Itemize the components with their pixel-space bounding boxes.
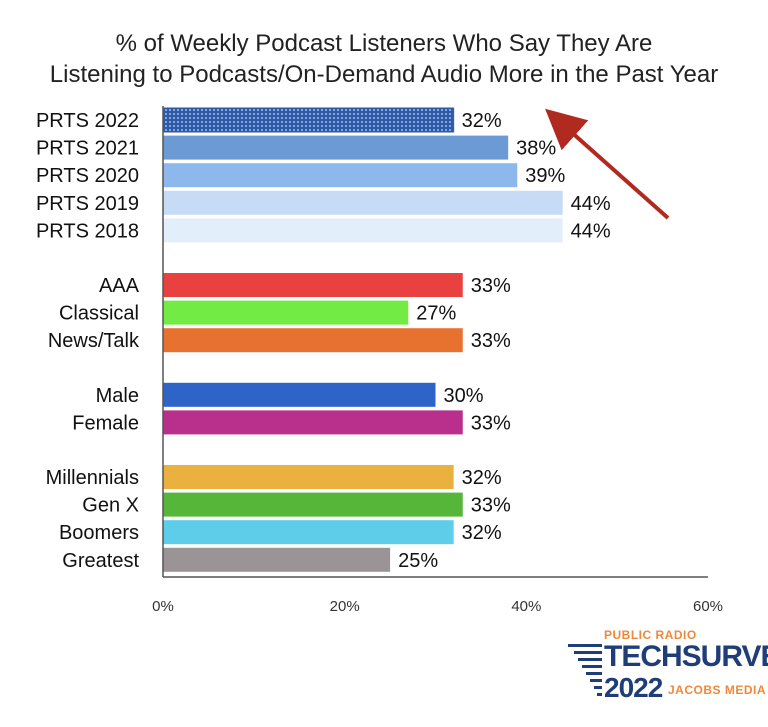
category-label-millennials: Millennials [46,467,139,489]
bar-boomers [163,520,454,545]
bar-prts-2018 [163,218,563,243]
x-tick-label-20: 20% [330,598,360,615]
logo-line-1: PUBLIC RADIO [604,628,697,642]
category-label-prts-2022: PRTS 2022 [36,110,139,132]
bar-classical [163,300,409,325]
value-label-prts-2022: 32% [462,110,502,132]
bars-layer: PRTS 2022 32% PRTS 2021 38% PRTS 2020 39% PRTS… [36,107,611,572]
x-tick-label-0: 0% [152,598,174,615]
bar-greatest [163,547,391,572]
value-label-greatest: 25% [398,550,438,572]
value-label-prts-2018: 44% [571,220,611,242]
value-label-gen-x: 33% [471,495,511,517]
category-label-boomers: Boomers [59,522,139,544]
bar-male [163,382,436,407]
bar-news-talk [163,328,463,353]
category-label-prts-2021: PRTS 2021 [36,138,139,160]
x-tick-label-40: 40% [511,598,541,615]
bar-aaa [163,273,463,297]
chart-title-line-1: % of Weekly Podcast Listeners Who Say Th… [115,30,653,57]
value-label-millennials: 32% [462,467,502,489]
value-label-news-talk: 33% [471,330,511,352]
category-label-classical: Classical [59,303,139,325]
category-label-gen-x: Gen X [82,495,139,517]
bar-prts-2019 [163,190,563,215]
value-label-classical: 27% [416,303,456,325]
value-label-prts-2020: 39% [525,165,565,187]
value-label-boomers: 32% [462,522,502,544]
logo-line-2: TECHSURVEY [604,640,768,673]
category-label-male: Male [96,385,139,407]
logo-stripes [568,644,602,704]
category-label-prts-2020: PRTS 2020 [36,165,139,187]
category-label-female: Female [72,412,139,434]
bar-prts-2021 [163,135,509,160]
category-label-prts-2019: PRTS 2019 [36,193,139,215]
value-label-male: 30% [444,385,484,407]
value-label-female: 33% [471,412,511,434]
logo-line-4: JACOBS MEDIA [668,683,767,697]
value-label-prts-2019: 44% [571,193,611,215]
x-tick-label-60: 60% [693,598,723,615]
bar-millennials [163,465,454,489]
bar-gen-x [163,492,463,517]
category-label-greatest: Greatest [62,550,139,572]
category-label-news-talk: News/Talk [48,330,140,352]
x-axis-ticks: 0% 20% 40% 60% [152,598,723,615]
bar-prts-2022 [162,107,455,133]
techsurvey-logo: PUBLIC RADIO TECHSURVEY 2022 JACOBS MEDI… [568,628,768,708]
value-label-aaa: 33% [471,275,511,297]
value-label-prts-2021: 38% [516,138,556,160]
category-label-prts-2018: PRTS 2018 [36,220,139,242]
logo-line-3: 2022 [604,672,663,703]
category-label-aaa: AAA [99,275,140,297]
bar-prts-2020 [163,163,518,188]
trend-arrow [545,108,670,220]
chart-title-line-2: Listening to Podcasts/On-Demand Audio Mo… [49,61,719,88]
chart-title: % of Weekly Podcast Listeners Who Say Th… [0,28,768,90]
bar-female [163,410,463,435]
